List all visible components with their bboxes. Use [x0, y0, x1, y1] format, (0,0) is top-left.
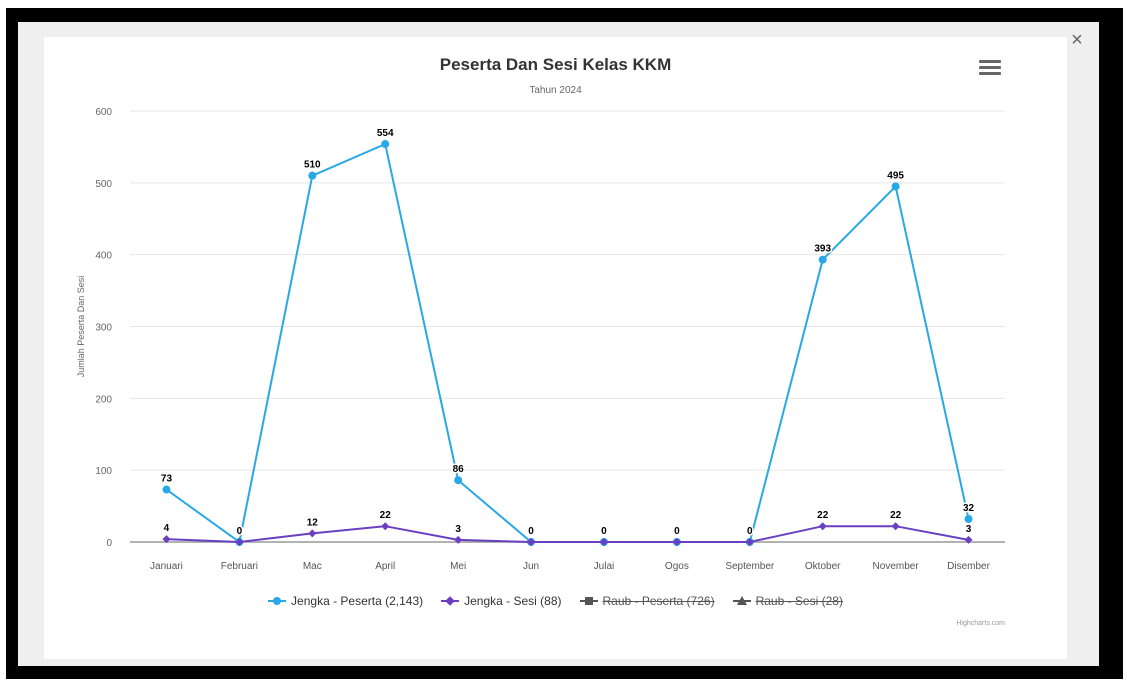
data-label: 0: [528, 526, 534, 537]
data-point: [672, 538, 681, 546]
data-label: 0: [674, 526, 680, 537]
y-tick-label: 300: [95, 323, 112, 334]
data-label: 554: [377, 128, 394, 139]
legend-item[interactable]: Jengka - Peserta (2,143): [268, 594, 423, 608]
y-axis-label: Jumlah Peserta Dan Sesi: [76, 276, 86, 378]
data-label: 73: [161, 474, 173, 485]
data-label: 32: [963, 503, 975, 514]
y-tick-label: 600: [95, 107, 112, 118]
legend-label: Jengka - Sesi (88): [464, 594, 562, 608]
data-point: [891, 522, 900, 531]
x-tick-label: Jun: [523, 561, 539, 572]
close-icon[interactable]: ×: [1071, 29, 1083, 51]
data-point: [308, 171, 317, 180]
y-tick-label: 500: [95, 179, 112, 190]
x-tick-label: Januari: [150, 561, 183, 572]
x-tick-label: Oktober: [805, 561, 841, 572]
data-point: [527, 538, 536, 546]
data-point: [964, 535, 973, 544]
data-point: [818, 522, 827, 531]
data-label: 510: [304, 160, 321, 171]
series-line: [165, 142, 970, 544]
data-label: 22: [380, 510, 392, 521]
data-label: 0: [237, 526, 243, 537]
legend-label: Jengka - Peserta (2,143): [291, 594, 424, 608]
y-tick-label: 400: [95, 251, 112, 262]
x-tick-label: Mac: [303, 561, 322, 572]
data-point: [818, 255, 827, 264]
legend-label: Raub - Sesi (28): [755, 594, 843, 608]
data-label: 4: [164, 523, 170, 534]
data-label: 12: [307, 517, 319, 528]
x-tick-label: September: [725, 561, 775, 572]
data-point: [381, 522, 390, 531]
legend-symbol-icon: [441, 595, 460, 607]
chart-legend: Jengka - Peserta (2,143) Jengka - Sesi (8…: [44, 594, 1067, 608]
data-label: 22: [890, 510, 902, 521]
series-line: [166, 525, 969, 544]
chart-credits[interactable]: Highcharts.com: [956, 620, 1005, 627]
data-label: 0: [601, 526, 607, 537]
data-point: [162, 535, 171, 544]
data-point: [891, 182, 900, 191]
legend-symbol-icon: [732, 595, 751, 607]
data-point: [454, 476, 463, 485]
x-tick-label: Ogos: [665, 561, 689, 572]
data-point: [964, 515, 973, 524]
data-point: [745, 538, 754, 546]
hamburger-menu-icon[interactable]: [979, 60, 1001, 80]
y-tick-label: 200: [95, 394, 112, 405]
data-label: 495: [887, 170, 904, 181]
x-tick-label: April: [375, 561, 395, 572]
data-label: 22: [817, 510, 829, 521]
data-label: 0: [747, 526, 753, 537]
y-tick-label: 0: [106, 538, 112, 549]
data-label: 3: [966, 524, 972, 535]
chart-container: [44, 37, 1067, 659]
legend-symbol-icon: [268, 595, 287, 607]
data-point: [381, 140, 390, 149]
x-tick-label: November: [873, 561, 920, 572]
legend-item[interactable]: Raub - Peserta (726): [579, 594, 715, 608]
data-label: 86: [453, 464, 465, 475]
legend-item[interactable]: Jengka - Sesi (88): [441, 594, 562, 608]
x-tick-label: Disember: [947, 561, 990, 572]
data-point: [454, 535, 463, 544]
x-tick-label: Mei: [450, 561, 466, 572]
data-point: [308, 529, 317, 538]
data-point: [162, 485, 171, 494]
data-point: [599, 538, 608, 546]
legend-label: Raub - Peserta (726): [602, 594, 715, 608]
data-label: 3: [455, 524, 461, 535]
x-tick-label: Februari: [221, 561, 258, 572]
data-point: [235, 538, 244, 546]
legend-symbol-icon: [579, 595, 598, 607]
data-label: 393: [814, 244, 831, 255]
x-tick-label: Julai: [594, 561, 615, 572]
chart-title: Peserta Dan Sesi Kelas KKM: [439, 55, 672, 74]
y-tick-label: 100: [95, 466, 112, 477]
chart-subtitle: Tahun 2024: [529, 85, 582, 96]
legend-item[interactable]: Raub - Sesi (28): [732, 594, 843, 608]
